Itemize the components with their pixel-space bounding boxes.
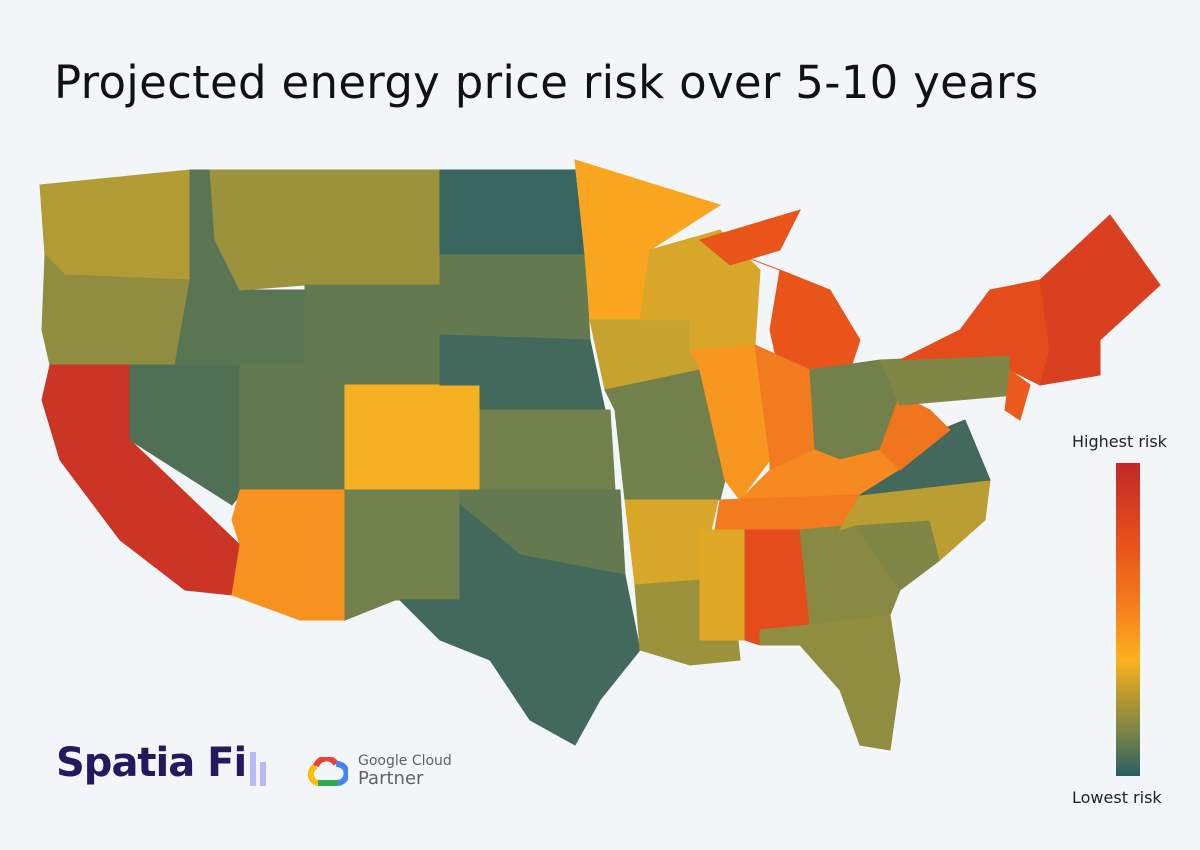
partner-text: Partner [358,768,424,790]
map-region-ne_us [1039,214,1161,386]
spatiafi-wordmark: Spatia Fi [56,740,247,786]
map-region-mi [698,209,861,376]
google-cloud-partner-logo: Google Cloud Partner [308,753,452,790]
map-region-nd [439,169,586,256]
map-region-fl [759,614,901,751]
map-region-ms [699,529,746,641]
map-region-pa [879,354,1016,406]
map-region-wa [39,169,191,281]
map-region-nc [838,479,991,561]
map-region-wy [304,284,441,386]
legend-color-bar [1116,463,1140,776]
google-cloud-text: Google Cloud [358,753,452,769]
legend-low-label: Lowest risk [1072,788,1162,807]
logo-bar [260,762,267,786]
map-region-wv [879,394,951,471]
map-region-va [859,419,991,496]
legend-high-label: Highest risk [1072,432,1167,451]
spatiafi-logo: Spatia Fi [56,740,267,786]
page-title: Projected energy price risk over 5-10 ye… [54,56,1039,109]
logo-bar [250,752,257,786]
map-region-mt [209,169,441,291]
map-region-ks [479,409,616,491]
google-cloud-icon [308,756,348,786]
map-region-co [344,384,481,491]
map-region-az [231,489,346,621]
map-region-sd [439,254,591,341]
map-region-nj [1004,369,1031,421]
map-region-tx [398,503,641,746]
